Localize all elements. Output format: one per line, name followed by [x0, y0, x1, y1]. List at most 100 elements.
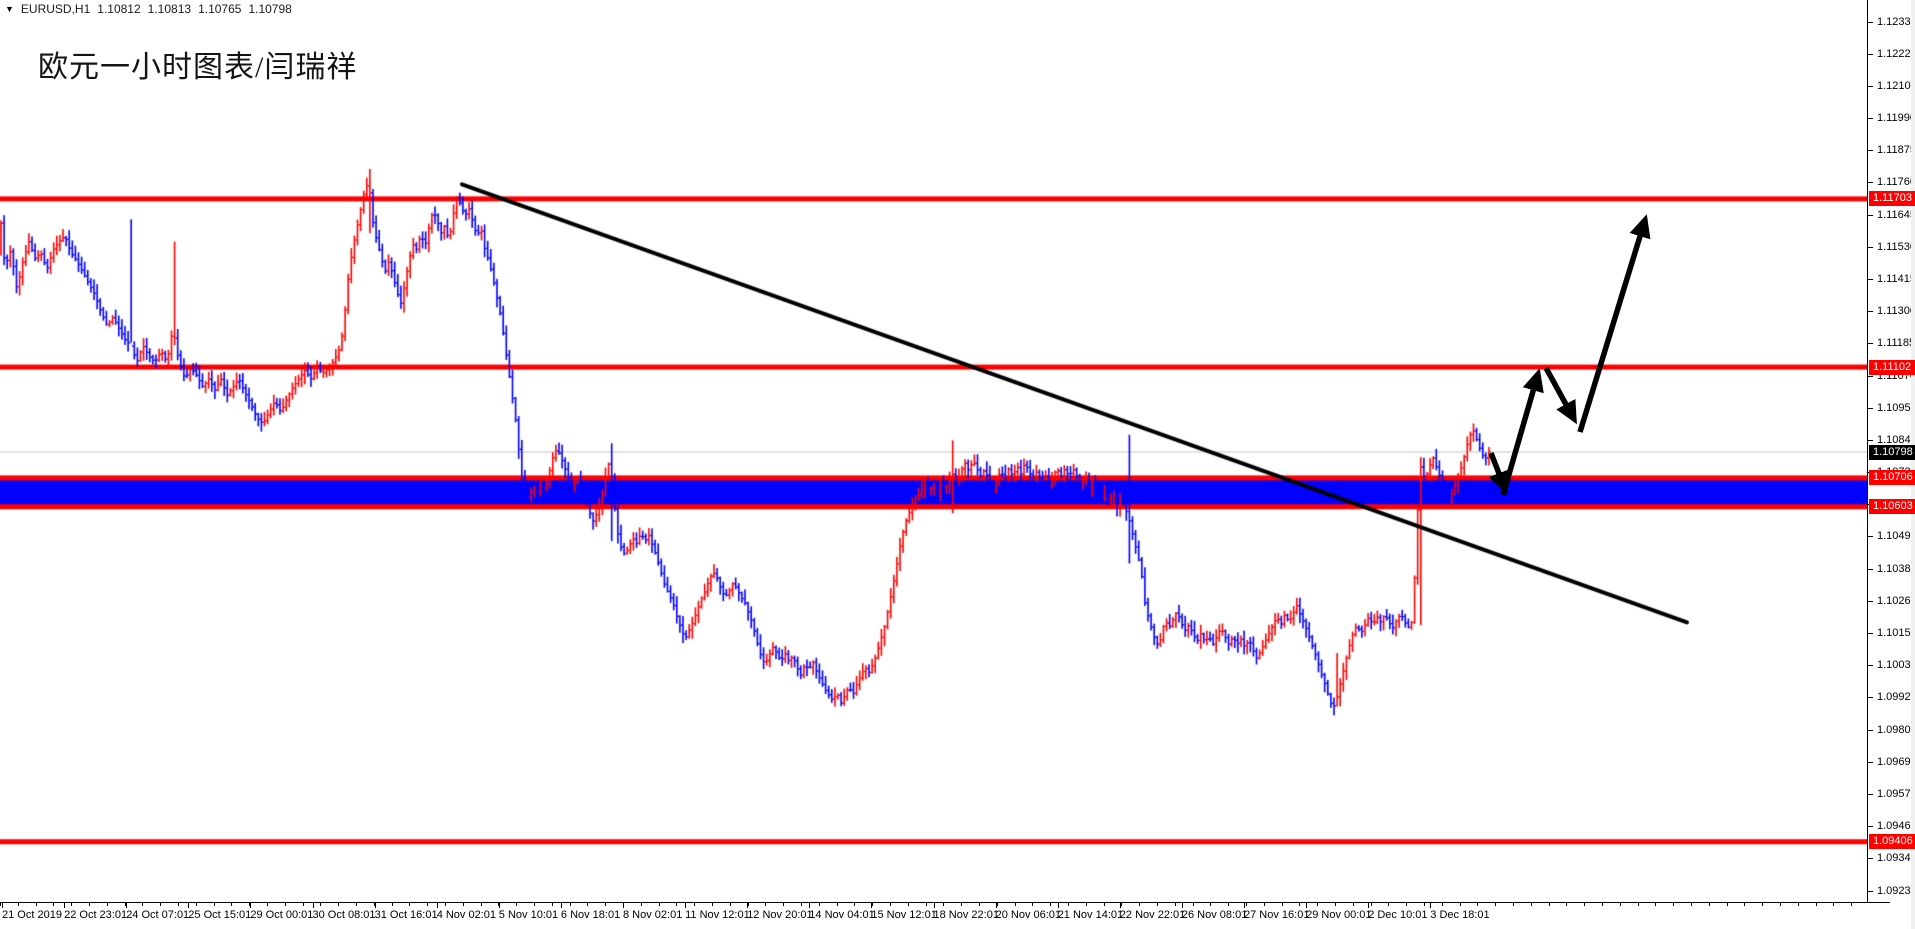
symbol-period-label: EURUSD,H1 — [20, 2, 91, 16]
time-axis-minor-tick — [1513, 903, 1514, 906]
time-axis-tick — [126, 903, 128, 908]
price-axis-label: 1.09460 — [1877, 820, 1915, 833]
price-axis-tick — [1868, 214, 1873, 216]
time-axis-label: 14 Nov 04:01 — [809, 909, 875, 921]
time-axis-minor-tick — [427, 903, 429, 906]
price-axis-label: 1.10150 — [1877, 627, 1915, 640]
price-axis-tick — [1868, 890, 1873, 892]
time-axis-tick — [250, 903, 252, 908]
time-axis-tick — [560, 903, 562, 908]
price-axis-tick — [1868, 278, 1873, 280]
time-axis-minor-tick — [1317, 903, 1319, 906]
time-axis-minor-tick — [1619, 903, 1621, 906]
time-axis-minor-tick — [302, 903, 304, 906]
time-axis-minor-tick — [338, 903, 340, 906]
time-axis-tick — [1244, 903, 1245, 908]
time-axis-tick — [1368, 903, 1370, 908]
time-axis-minor-tick — [1762, 903, 1764, 906]
time-axis-tick — [685, 903, 687, 908]
time-axis-label: 6 Nov 18:01 — [560, 909, 621, 921]
time-axis-tick — [312, 903, 314, 908]
time-axis-minor-tick — [890, 903, 891, 906]
window-right-edge — [1911, 0, 1915, 929]
price-axis-label: 1.12105 — [1877, 79, 1915, 92]
time-axis-minor-tick — [712, 903, 713, 906]
time-axis-label: 24 Oct 07:01 — [126, 909, 190, 921]
time-axis-label: 22 Oct 23:01 — [64, 909, 128, 921]
price-axis-label: 1.09575 — [1877, 787, 1915, 800]
price-axis: 1.12335 1.12220 1.12105 1.11990 1.11875 1.117… — [1867, 0, 1915, 902]
time-axis-minor-tick — [1068, 903, 1069, 906]
time-axis-minor-tick — [1032, 903, 1034, 906]
time-axis-minor-tick — [516, 903, 518, 906]
time-axis-minor-tick — [1263, 903, 1265, 906]
time-axis-label: 21 Oct 2019 — [2, 909, 62, 921]
price-axis-label: 1.11530 — [1877, 240, 1915, 253]
time-axis-minor-tick — [1815, 903, 1817, 906]
candlestick-chart-canvas[interactable] — [0, 0, 1867, 902]
price-axis-tick — [1868, 53, 1873, 55]
time-axis-label: 2 Dec 10:01 — [1368, 909, 1428, 921]
time-axis-minor-tick — [961, 903, 963, 906]
time-axis-label: 22 Nov 22:01 — [1119, 909, 1186, 921]
quote-close: 1.10798 — [248, 2, 292, 16]
time-axis-minor-tick — [818, 903, 820, 906]
price-axis-tick — [1868, 21, 1873, 23]
price-axis-label: 1.11990 — [1877, 112, 1915, 125]
time-axis-minor-tick — [1673, 903, 1675, 906]
time-axis-tick — [933, 903, 935, 908]
time-axis-minor-tick — [801, 903, 802, 906]
time-axis-minor-tick — [35, 903, 37, 906]
time-axis-tick — [995, 903, 997, 908]
time-axis-minor-tick — [1495, 903, 1497, 906]
level-price-tag: 1.10706 — [1869, 470, 1915, 486]
time-axis-minor-tick — [1637, 903, 1639, 906]
time-axis-tick — [747, 903, 749, 908]
time-axis-minor-tick — [1548, 903, 1550, 906]
time-axis-tick — [809, 903, 811, 908]
price-axis-tick — [1868, 439, 1873, 441]
level-price-tag: 1.11102 — [1869, 359, 1915, 375]
time-axis-minor-tick — [284, 903, 286, 906]
price-axis-tick — [1868, 343, 1873, 345]
time-axis-minor-tick — [979, 903, 980, 906]
time-axis-minor-tick — [1602, 903, 1603, 906]
time-axis-minor-tick — [534, 903, 535, 906]
time-axis-minor-tick — [1014, 903, 1016, 906]
time-axis-minor-tick — [1406, 903, 1408, 906]
time-axis-minor-tick — [694, 903, 696, 906]
time-axis-minor-tick — [943, 903, 945, 906]
price-axis-label: 1.09345 — [1877, 852, 1915, 865]
time-axis-label: 4 Nov 02:01 — [436, 909, 497, 921]
time-axis-label: 25 Oct 15:01 — [188, 909, 252, 921]
time-axis-tick — [1119, 903, 1121, 908]
time-axis-label: 27 Nov 16:01 — [1244, 909, 1310, 921]
time-axis-minor-tick — [925, 903, 927, 906]
time-axis-minor-tick — [676, 903, 678, 906]
time-axis-minor-tick — [783, 903, 785, 906]
symbol-ohlc-header: ▼ EURUSD,H1 1.10812 1.10813 1.10765 1.10… — [5, 2, 292, 16]
time-axis-minor-tick — [391, 903, 393, 906]
time-axis-minor-tick — [907, 903, 909, 906]
time-axis-tick — [871, 903, 873, 908]
time-axis-minor-tick — [124, 903, 126, 906]
price-axis-tick — [1868, 118, 1873, 120]
chart-title-annotation: 欧元一小时图表/闫瑞祥 — [38, 51, 358, 84]
time-axis-minor-tick — [0, 903, 1, 906]
level-price-tag: 1.11703 — [1869, 191, 1915, 207]
price-axis-label: 1.11415 — [1877, 272, 1915, 285]
price-axis-label: 1.11070 — [1877, 369, 1915, 382]
time-axis-minor-tick — [480, 903, 482, 906]
time-axis-minor-tick — [356, 903, 357, 906]
time-axis-minor-tick — [854, 903, 856, 906]
time-axis-tick — [1306, 903, 1308, 908]
time-axis-minor-tick — [213, 903, 215, 906]
price-axis-tick — [1868, 633, 1873, 635]
time-axis-label: 18 Nov 22:01 — [933, 909, 999, 921]
level-price-tag: 1.09406 — [1869, 834, 1915, 850]
time-axis-minor-tick — [729, 903, 731, 906]
time-axis-label: 29 Nov 00:01 — [1306, 909, 1372, 921]
quote-open: 1.10812 — [97, 2, 141, 16]
time-axis-minor-tick — [142, 903, 144, 906]
